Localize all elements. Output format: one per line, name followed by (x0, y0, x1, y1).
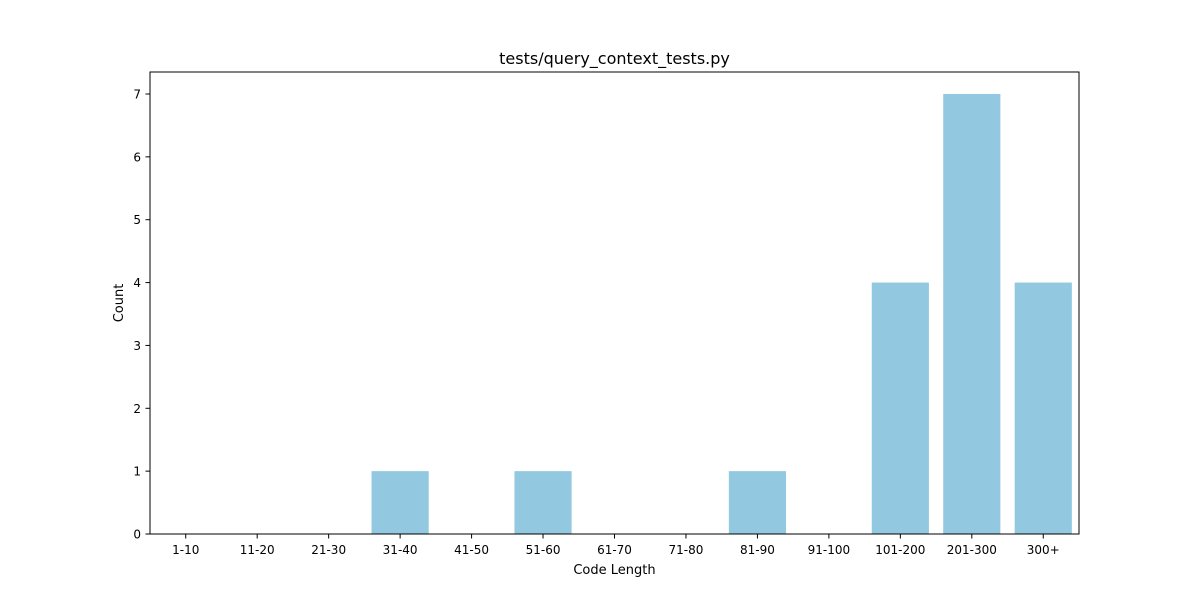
y-tick-label: 0 (133, 528, 141, 542)
y-tick-label: 4 (133, 276, 141, 290)
bar-81-90 (728, 471, 787, 534)
bar-201-300 (943, 94, 1001, 534)
x-axis-ticks: 1-10 11-20 21-30 31-40 41-50 51-60 61-70 71-80 8… (172, 534, 1060, 557)
x-tick-label: 51-60 (526, 543, 561, 557)
bar-300+ (1014, 282, 1072, 534)
y-axis-label: Count (112, 284, 127, 323)
x-tick-label: 11-20 (240, 543, 275, 557)
bars (371, 94, 1072, 534)
x-tick-label: 101-200 (875, 543, 925, 557)
x-tick-label: 41-50 (454, 543, 489, 557)
bar-101-200 (871, 282, 929, 534)
chart-title: tests/query_context_tests.py (499, 49, 730, 69)
y-tick-label: 3 (133, 339, 141, 353)
y-tick-label: 7 (133, 88, 141, 102)
x-axis-label: Code Length (573, 563, 655, 578)
bar-51-60 (514, 471, 572, 534)
x-tick-label: 61-70 (597, 543, 632, 557)
y-tick-label: 5 (133, 213, 141, 227)
x-tick-label: 81-90 (740, 543, 775, 557)
x-tick-label: 201-300 (947, 543, 997, 557)
y-axis-ticks: 0 1 2 3 4 5 6 7 (133, 88, 150, 542)
bar-31-40 (371, 471, 429, 534)
x-tick-label: 71-80 (669, 543, 704, 557)
x-tick-label: 21-30 (311, 543, 346, 557)
y-tick-label: 6 (133, 150, 141, 164)
y-tick-label: 1 (133, 465, 141, 479)
plot-area-frame (149, 71, 1080, 535)
x-tick-label: 31-40 (383, 543, 418, 557)
y-tick-label: 2 (133, 402, 141, 416)
x-tick-label: 91-100 (808, 543, 851, 557)
x-tick-label: 1-10 (172, 543, 199, 557)
x-tick-label: 300+ (1027, 543, 1060, 557)
